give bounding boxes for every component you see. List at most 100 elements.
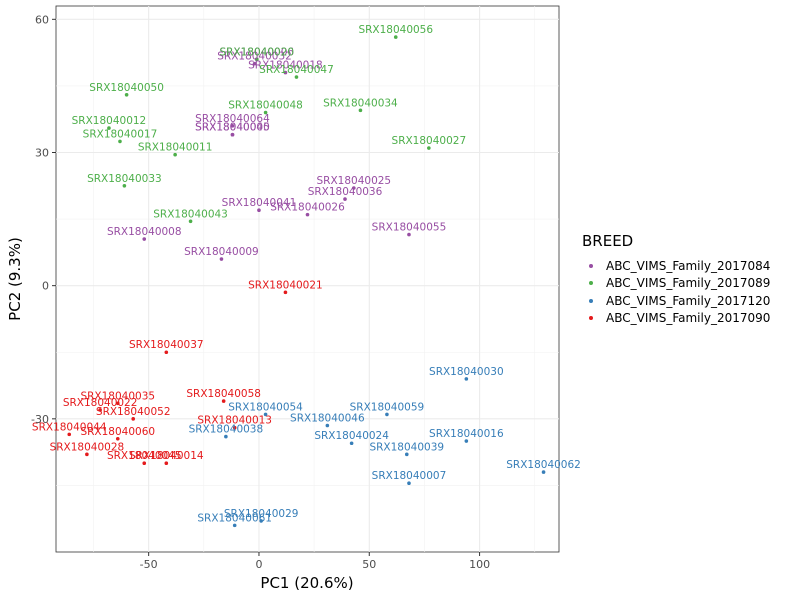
point-label: SRX18040050 xyxy=(89,82,164,94)
legend-item: ABC_VIMS_Family_2017089 xyxy=(582,275,770,293)
data-points xyxy=(67,35,546,528)
data-point xyxy=(67,432,72,437)
data-point xyxy=(252,61,257,66)
point-label: SRX18040056 xyxy=(358,24,433,36)
data-point xyxy=(464,439,469,443)
legend-title: BREED xyxy=(582,232,634,250)
data-point xyxy=(263,412,268,417)
point-label: SRX18040034 xyxy=(323,97,398,109)
point-label: SRX18040006 xyxy=(219,46,294,58)
legend-label: ABC_VIMS_Family_2017084 xyxy=(606,258,771,273)
data-point xyxy=(404,452,409,457)
data-point xyxy=(164,350,169,355)
data-point xyxy=(124,92,129,97)
point-label: SRX18040064 xyxy=(195,113,270,125)
point-label: SRX18040036 xyxy=(308,186,383,198)
y-tick-label: 0 xyxy=(42,280,49,293)
data-point xyxy=(407,232,411,237)
data-point xyxy=(224,434,228,439)
data-point xyxy=(254,57,259,62)
point-label: SRX18040040 xyxy=(195,122,270,134)
y-tick-label: 30 xyxy=(35,146,49,159)
data-point xyxy=(305,212,310,217)
point-label: SRX18040027 xyxy=(392,135,467,147)
legend-item: ABC_VIMS_Family_2017090 xyxy=(582,310,770,328)
legend-dot xyxy=(588,298,593,303)
y-tick-label: -30 xyxy=(31,413,49,426)
data-point xyxy=(393,35,398,39)
data-point xyxy=(343,197,347,201)
data-point xyxy=(259,519,263,523)
point-label: SRX18040016 xyxy=(429,428,504,440)
data-point xyxy=(464,377,469,381)
legend-key xyxy=(582,310,599,327)
point-label: SRX18040007 xyxy=(372,470,447,482)
point-label: SRX18040061 xyxy=(197,512,272,524)
data-point xyxy=(257,208,261,212)
data-point xyxy=(131,417,136,421)
legend-item: ABC_VIMS_Family_2017084 xyxy=(582,257,770,275)
data-point xyxy=(325,423,330,428)
data-point xyxy=(352,186,356,190)
data-point xyxy=(173,152,177,157)
data-point xyxy=(385,412,389,417)
point-label: SRX18040045 xyxy=(107,450,182,462)
data-point xyxy=(115,401,120,406)
data-point xyxy=(407,481,411,485)
data-point xyxy=(219,257,224,261)
point-label: SRX18040005 xyxy=(195,122,270,134)
legend-key xyxy=(582,257,599,274)
point-label: SRX18040058 xyxy=(186,388,261,400)
data-point xyxy=(294,75,299,79)
point-label: SRX18040037 xyxy=(129,339,204,351)
point-label: SRX18040044 xyxy=(32,421,107,433)
point-label: SRX18040054 xyxy=(228,401,303,413)
legend-items: ABC_VIMS_Family_2017084 ABC_VIMS_Family_2… xyxy=(582,257,770,327)
point-label: SRX18040048 xyxy=(228,100,303,112)
data-point xyxy=(221,399,226,403)
data-point xyxy=(142,461,147,466)
point-label: SRX18040029 xyxy=(224,508,299,520)
data-point xyxy=(122,183,127,188)
data-point xyxy=(107,126,111,130)
legend-dot xyxy=(588,281,593,286)
data-point xyxy=(188,219,193,224)
x-tick-label: -50 xyxy=(140,558,158,571)
point-label: SRX18040062 xyxy=(506,459,581,471)
point-label: SRX18040028 xyxy=(50,441,125,453)
data-point xyxy=(230,132,235,137)
point-label: SRX18040013 xyxy=(197,415,272,427)
point-label: SRX18040055 xyxy=(372,222,447,234)
point-label: SRX18040017 xyxy=(83,128,158,140)
data-point xyxy=(98,408,102,412)
point-label: SRX18040043 xyxy=(153,208,228,220)
point-label: SRX18040046 xyxy=(290,412,365,424)
data-point xyxy=(541,470,546,474)
y-axis-title: PC2 (9.3%) xyxy=(6,237,24,321)
point-label: SRX18040021 xyxy=(248,279,323,291)
legend-label: ABC_VIMS_Family_2017089 xyxy=(606,276,771,291)
x-tick-label: 50 xyxy=(362,558,376,571)
data-point xyxy=(85,452,89,457)
point-labels: SRX18040006SRX18040032SRX18040018SRX1804… xyxy=(32,24,581,524)
data-point xyxy=(349,441,354,446)
data-point xyxy=(115,437,120,441)
point-label: SRX18040008 xyxy=(107,226,182,238)
point-label: SRX18040018 xyxy=(248,60,323,72)
point-label: SRX18040026 xyxy=(270,202,345,214)
point-label: SRX18040041 xyxy=(222,197,297,209)
x-axis-title: PC1 (20.6%) xyxy=(260,574,353,592)
point-label: SRX18040024 xyxy=(314,430,389,442)
point-label: SRX18040014 xyxy=(129,450,204,462)
point-label: SRX18040035 xyxy=(80,390,155,402)
data-point xyxy=(427,146,431,150)
x-axis-ticks: -50 0 50 100 xyxy=(140,552,490,571)
point-label: SRX18040009 xyxy=(184,246,259,258)
data-point xyxy=(142,237,147,241)
data-point xyxy=(283,70,288,75)
minor-gridlines xyxy=(56,6,559,552)
legend-item: ABC_VIMS_Family_2017120 xyxy=(582,292,770,310)
legend-key xyxy=(582,275,599,292)
legend: BREED ABC_VIMS_Family_2017084 ABC_VIMS_Fa… xyxy=(582,232,770,327)
